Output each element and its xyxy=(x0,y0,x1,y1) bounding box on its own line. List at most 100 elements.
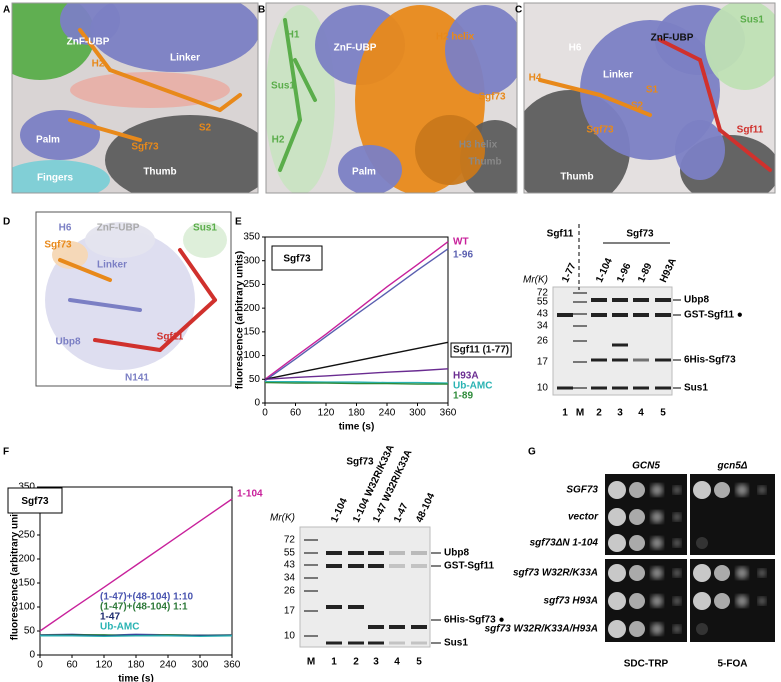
series-line xyxy=(264,248,449,382)
series-label: Sgf11 (1-77) xyxy=(453,345,509,356)
marker-band xyxy=(573,387,587,389)
marker-band xyxy=(304,564,318,566)
structure-label: H2 helix xyxy=(436,32,475,43)
ribbon xyxy=(158,298,217,352)
protein-band xyxy=(348,641,364,645)
frame xyxy=(523,2,776,194)
structure-label: Sus1 xyxy=(271,81,295,92)
structure-label: Sgf73 xyxy=(44,240,72,251)
protein-band xyxy=(655,386,671,390)
colony-spot xyxy=(673,486,681,494)
ribbon xyxy=(93,338,162,352)
chart-title: Sgf73 xyxy=(21,496,49,507)
protein-band xyxy=(633,386,649,390)
lane-number: 2 xyxy=(596,408,602,419)
band-label: GST-Sgf11 ● xyxy=(684,310,743,321)
structure-label: Linker xyxy=(97,260,127,271)
structure-label: Sgf11 xyxy=(737,125,764,136)
x-tick-label: 240 xyxy=(160,660,177,671)
y-tick-label: 150 xyxy=(243,326,260,337)
protein-band xyxy=(389,551,405,555)
gel-header: Sgf73 xyxy=(626,229,654,240)
structure-label: ZnF-UBP xyxy=(97,223,140,234)
colony-spot xyxy=(758,597,766,605)
structure-label: Palm xyxy=(352,167,376,178)
frame xyxy=(11,2,259,194)
colony-spot xyxy=(629,482,645,498)
surface-blob xyxy=(20,110,100,160)
x-tick-label: 300 xyxy=(192,660,209,671)
x-tick-label: 0 xyxy=(37,660,43,671)
x-tick-label: 360 xyxy=(224,660,241,671)
structure-label: S1 xyxy=(646,85,659,96)
colony-spot xyxy=(651,623,663,635)
marker-title: Mr(K) xyxy=(523,275,548,286)
frame xyxy=(35,211,232,387)
colony-spot xyxy=(651,484,663,496)
surface-blob xyxy=(90,3,258,72)
panel-letter: E xyxy=(235,217,242,228)
marker-band xyxy=(304,610,318,612)
colony-spot xyxy=(673,539,681,547)
series-line xyxy=(265,380,449,384)
protein-band xyxy=(612,358,628,362)
y-tick-label: 350 xyxy=(18,482,35,493)
colony-spot xyxy=(714,565,730,581)
colony-spot xyxy=(651,567,663,579)
structure-panel_a xyxy=(12,3,258,193)
lane-label: 48-104 xyxy=(414,491,437,524)
structure-label: ZnF-UBP xyxy=(334,43,377,54)
colony-spot xyxy=(696,537,708,549)
protein-band xyxy=(633,358,649,362)
series-label: H93A xyxy=(453,371,479,382)
structure-label: Thumb xyxy=(560,172,593,183)
structure-label: H3 helix xyxy=(459,140,498,151)
structure-label: ZnF-UBP xyxy=(67,37,110,48)
strain-label: vector xyxy=(568,512,599,523)
x-axis-label: time (s) xyxy=(339,422,375,433)
gel-title: Sgf73 xyxy=(346,457,374,468)
x-tick-label: 180 xyxy=(348,408,365,419)
x-tick-label: 360 xyxy=(440,408,457,419)
panel-letter: D xyxy=(3,217,10,228)
x-tick-label: 0 xyxy=(262,408,268,419)
protein-band xyxy=(368,641,384,645)
panel-letter: G xyxy=(528,447,536,458)
colony-spot xyxy=(714,482,730,498)
y-tick-label: 0 xyxy=(29,650,35,661)
lane-label: 1-47 xyxy=(392,501,411,524)
ribbon xyxy=(598,93,652,117)
marker-label: 34 xyxy=(284,573,296,584)
structure-panel_c xyxy=(524,3,775,193)
marker-label: 55 xyxy=(537,297,549,308)
ribbon xyxy=(538,78,602,97)
surface-blob xyxy=(105,115,258,193)
medium-label: SDC-TRP xyxy=(624,659,669,670)
column-header: GCN5 xyxy=(632,461,660,472)
title-box xyxy=(271,245,323,271)
lane-label: 1-77 xyxy=(560,261,579,284)
series-line xyxy=(264,368,449,380)
colony-spot xyxy=(758,486,766,494)
protein-band xyxy=(368,625,384,629)
ribbon xyxy=(283,18,302,122)
x-tick-label: 120 xyxy=(96,660,113,671)
structure-label: H6 xyxy=(569,43,582,54)
marker-band xyxy=(304,539,318,541)
band-label: Sus1 xyxy=(444,638,468,649)
y-tick-label: 200 xyxy=(243,303,260,314)
colony-spot xyxy=(651,511,663,523)
title-box xyxy=(7,487,63,514)
structure-label: Thumb xyxy=(468,157,501,168)
frame xyxy=(265,2,518,194)
structure-label: ZnF-UBP xyxy=(651,33,694,44)
protein-band xyxy=(348,605,364,609)
x-tick-label: 60 xyxy=(290,408,302,419)
x-tick-label: 120 xyxy=(318,408,335,419)
x-tick-label: 60 xyxy=(66,660,78,671)
protein-band xyxy=(612,313,628,317)
protein-band xyxy=(557,313,573,317)
structure-label: Linker xyxy=(170,53,200,64)
series-label: (1-47)+(48-104) 1:1 xyxy=(100,602,188,613)
colony-spot xyxy=(629,621,645,637)
